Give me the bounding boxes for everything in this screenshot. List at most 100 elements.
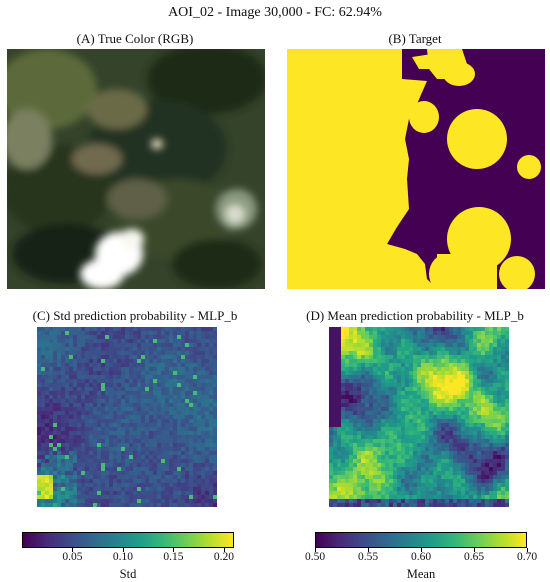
std-pixel <box>169 395 173 399</box>
mean-pixel <box>349 371 353 375</box>
mean-pixel <box>409 411 413 415</box>
mean-pixel <box>493 391 497 395</box>
std-pixel <box>69 367 73 371</box>
mean-pixel <box>393 459 397 463</box>
std-pixel <box>97 395 101 399</box>
mean-pixel <box>401 483 405 487</box>
mean-pixel <box>349 423 353 427</box>
mean-pixel <box>429 483 433 487</box>
mean-pixel <box>381 447 385 451</box>
mean-pixel <box>489 375 493 379</box>
mean-pixel <box>329 431 333 435</box>
std-pixel <box>141 363 145 367</box>
mean-pixel <box>357 419 361 423</box>
std-pixel <box>69 375 73 379</box>
std-pixel <box>189 391 193 395</box>
std-pixel <box>185 343 189 347</box>
std-pixel <box>37 379 41 383</box>
std-pixel <box>197 331 201 335</box>
mean-pixel <box>453 499 457 503</box>
mean-pixel <box>421 503 425 507</box>
mean-pixel <box>465 471 469 475</box>
mean-pixel <box>457 347 461 351</box>
std-pixel <box>69 347 73 351</box>
std-pixel <box>133 363 137 367</box>
mean-pixel <box>465 491 469 495</box>
std-pixel <box>145 379 149 383</box>
std-pixel <box>193 491 197 495</box>
mean-pixel <box>421 367 425 371</box>
mean-pixel <box>497 339 501 343</box>
mean-pixel <box>465 355 469 359</box>
mean-pixel <box>381 463 385 467</box>
mean-pixel <box>413 495 417 499</box>
std-pixel <box>213 363 217 367</box>
std-pixel <box>189 383 193 387</box>
std-pixel <box>105 335 109 339</box>
std-pixel <box>149 367 153 371</box>
mean-pixel <box>333 391 337 395</box>
mean-pixel <box>489 467 493 471</box>
std-pixel <box>117 403 121 407</box>
mean-pixel <box>349 503 353 507</box>
mean-pixel <box>445 347 449 351</box>
mean-pixel <box>453 331 457 335</box>
std-pixel <box>97 367 101 371</box>
std-pixel <box>157 463 161 467</box>
mean-pixel <box>437 339 441 343</box>
mean-pixel <box>433 395 437 399</box>
std-pixel <box>69 363 73 367</box>
std-pixel <box>125 455 129 459</box>
std-pixel <box>89 431 93 435</box>
std-pixel <box>205 387 209 391</box>
std-pixel <box>129 375 133 379</box>
std-pixel <box>93 355 97 359</box>
std-pixel <box>73 483 77 487</box>
std-pixel <box>133 467 137 471</box>
std-pixel <box>213 351 217 355</box>
mean-pixel <box>465 431 469 435</box>
mean-pixel <box>381 359 385 363</box>
std-pixel <box>73 475 77 479</box>
std-pixel <box>193 463 197 467</box>
std-pixel <box>69 435 73 439</box>
std-pixel <box>181 343 185 347</box>
std-pixel <box>101 443 105 447</box>
mean-pixel <box>493 339 497 343</box>
mean-pixel <box>461 379 465 383</box>
std-pixel <box>53 379 57 383</box>
mean-pixel <box>461 367 465 371</box>
mean-pixel <box>421 455 425 459</box>
std-pixel <box>121 479 125 483</box>
mean-pixel <box>337 351 341 355</box>
mean-pixel <box>429 415 433 419</box>
std-pixel <box>165 363 169 367</box>
std-pixel <box>69 359 73 363</box>
mean-pixel <box>345 427 349 431</box>
mean-pixel <box>477 367 481 371</box>
std-pixel <box>185 379 189 383</box>
std-pixel <box>173 339 177 343</box>
std-pixel <box>37 375 41 379</box>
std-pixel <box>53 331 57 335</box>
mean-pixel <box>485 375 489 379</box>
mean-pixel <box>465 367 469 371</box>
mean-pixel <box>329 451 333 455</box>
std-pixel <box>161 387 165 391</box>
std-pixel <box>133 411 137 415</box>
std-pixel <box>177 447 181 451</box>
mean-pixel <box>441 431 445 435</box>
std-pixel <box>121 407 125 411</box>
mean-pixel <box>481 331 485 335</box>
std-pixel <box>177 427 181 431</box>
std-pixel <box>57 471 61 475</box>
std-pixel <box>157 423 161 427</box>
mean-pixel <box>505 475 509 479</box>
std-pixel <box>133 483 137 487</box>
std-pixel <box>57 375 61 379</box>
std-pixel <box>61 439 65 443</box>
std-pixel <box>173 343 177 347</box>
std-pixel <box>193 395 197 399</box>
mean-pixel <box>329 403 333 407</box>
mean-pixel <box>441 355 445 359</box>
